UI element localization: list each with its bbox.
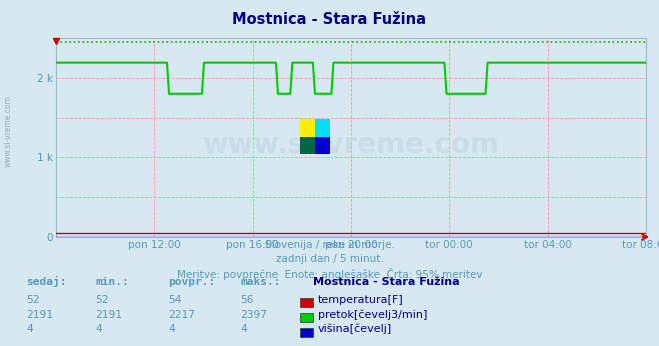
Text: min.:: min.: bbox=[96, 277, 129, 288]
Text: povpr.:: povpr.: bbox=[168, 277, 215, 288]
Text: 4: 4 bbox=[96, 324, 102, 334]
Text: 2217: 2217 bbox=[168, 310, 195, 320]
Text: Mostnica - Stara Fužina: Mostnica - Stara Fužina bbox=[233, 12, 426, 27]
Text: www.si-vreme.com: www.si-vreme.com bbox=[202, 131, 500, 160]
Bar bbox=[300, 137, 315, 154]
Text: sedaj:: sedaj: bbox=[26, 276, 67, 288]
Text: 2191: 2191 bbox=[26, 310, 53, 320]
Text: 54: 54 bbox=[168, 295, 181, 305]
Text: zadnji dan / 5 minut.: zadnji dan / 5 minut. bbox=[275, 254, 384, 264]
Text: 56: 56 bbox=[241, 295, 254, 305]
Text: temperatura[F]: temperatura[F] bbox=[318, 295, 403, 305]
Text: 4: 4 bbox=[168, 324, 175, 334]
Text: višina[čevelj]: višina[čevelj] bbox=[318, 324, 392, 334]
Text: 2191: 2191 bbox=[96, 310, 123, 320]
Text: pretok[čevelj3/min]: pretok[čevelj3/min] bbox=[318, 309, 427, 320]
Text: 4: 4 bbox=[241, 324, 247, 334]
Text: www.si-vreme.com: www.si-vreme.com bbox=[3, 95, 13, 167]
Bar bbox=[315, 119, 330, 137]
Bar bbox=[300, 119, 315, 137]
Text: 2397: 2397 bbox=[241, 310, 268, 320]
Text: Mostnica - Stara Fužina: Mostnica - Stara Fužina bbox=[313, 277, 459, 288]
Text: maks.:: maks.: bbox=[241, 277, 281, 288]
Text: Slovenija / reke in morje.: Slovenija / reke in morje. bbox=[264, 240, 395, 251]
Bar bbox=[315, 137, 330, 154]
Text: 52: 52 bbox=[26, 295, 40, 305]
Text: Meritve: povprečne  Enote: anglešaške  Črta: 95% meritev: Meritve: povprečne Enote: anglešaške Črt… bbox=[177, 268, 482, 280]
Text: 4: 4 bbox=[26, 324, 33, 334]
Text: 52: 52 bbox=[96, 295, 109, 305]
